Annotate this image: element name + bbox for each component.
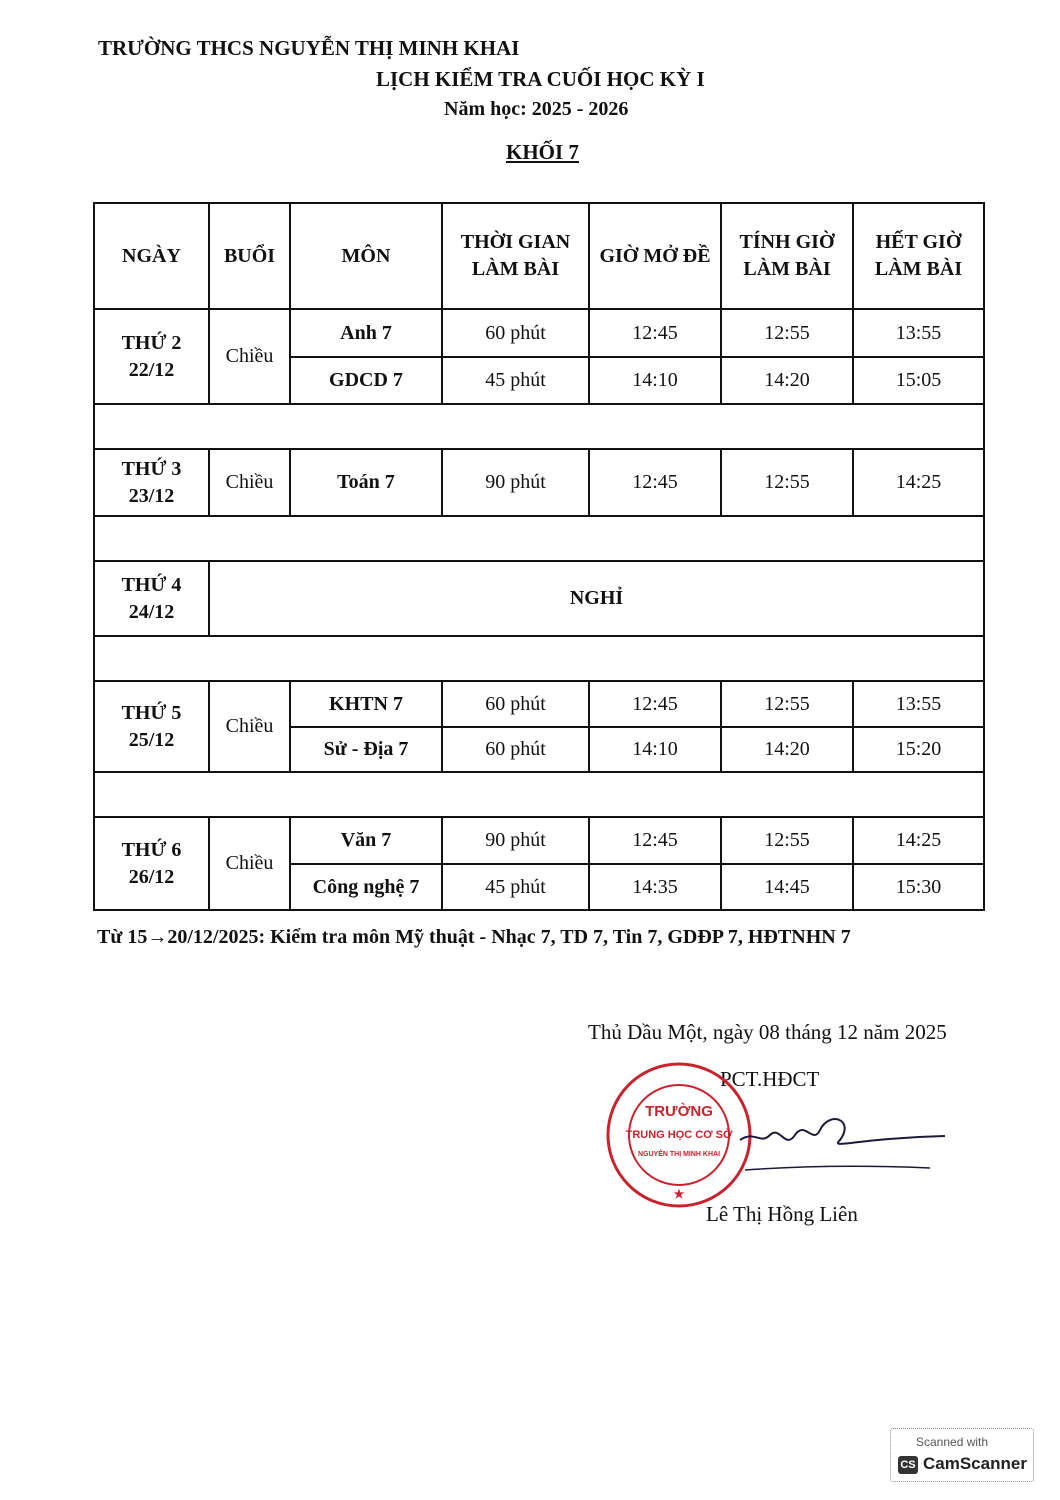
table-row: Sử - Địa 7 60 phút 14:10 14:20 15:20 — [94, 726, 985, 773]
open-time-cell: 14:10 — [588, 726, 722, 773]
day-cell: THỨ 6 26/12 — [93, 816, 210, 911]
end-time-cell: 13:55 — [852, 308, 985, 358]
header-cell: THỜI GIAN LÀM BÀI — [441, 202, 590, 310]
table-row: THỨ 2 22/12 Chiều Anh 7 60 phút 12:45 12:55 13:… — [93, 308, 985, 405]
school-stamp: TRƯỜNG TRUNG HỌC CƠ SỞ NGUYỄN THỊ MINH K… — [606, 1062, 752, 1208]
spacer-row — [93, 635, 985, 682]
open-time-cell: 12:45 — [588, 680, 722, 728]
end-time-cell: 14:25 — [852, 816, 985, 865]
duration-cell: 90 phút — [441, 816, 590, 865]
start-time-cell: 12:55 — [720, 816, 854, 865]
table-row: THỨ 3 23/12 Chiều Toán 7 90 phút 12:45 12:55 14… — [93, 448, 985, 517]
start-time-cell: 14:20 — [720, 726, 854, 773]
duration-cell: 60 phút — [441, 726, 590, 773]
watermark-line1: Scanned with — [916, 1435, 989, 1449]
note: Từ 15→20/12/2025: Kiểm tra môn Mỹ thuật … — [97, 926, 851, 949]
open-time-cell: 14:10 — [588, 356, 722, 405]
subject-cell: Văn 7 — [289, 816, 443, 865]
svg-text:TRUNG HỌC CƠ SỞ: TRUNG HỌC CƠ SỞ — [626, 1128, 733, 1141]
exam-schedule-table: NGÀY BUỔI MÔN THỜI GIAN LÀM BÀI GIỜ MỞ Đ… — [93, 202, 985, 911]
header-cell: GIỜ MỞ ĐỀ — [588, 202, 722, 310]
start-time-cell: 12:55 — [720, 448, 854, 517]
table-row: THỨ 6 26/12 Chiều Văn 7 90 phút 12:45 12:55 14:… — [93, 816, 985, 911]
watermark-line2: CamScanner — [923, 1454, 1027, 1473]
note-text: Từ 15→20/12/2025: Kiểm tra môn Mỹ thuật … — [97, 926, 851, 948]
header-cell: MÔN — [289, 202, 443, 310]
header-cell: HẾT GIỜ LÀM BÀI — [852, 202, 985, 310]
end-time-cell: 14:25 — [852, 448, 985, 517]
signer-role: PCT.HĐCT — [720, 1067, 820, 1091]
day-date: 26/12 — [128, 865, 175, 888]
day-cell: THỨ 4 24/12 — [93, 560, 210, 637]
duration-cell: 45 phút — [441, 356, 590, 405]
session-cell: Chiều — [208, 308, 291, 405]
subject-cell: GDCD 7 — [289, 356, 443, 405]
spacer-cell — [93, 403, 985, 450]
spacer-cell — [93, 515, 985, 562]
duration-cell: 45 phút — [441, 863, 590, 911]
camscanner-logo-icon: CS — [898, 1456, 918, 1474]
subject-cell: KHTN 7 — [289, 680, 443, 728]
session-cell: Chiều — [208, 816, 291, 911]
open-time-cell: 14:35 — [588, 863, 722, 911]
table-row: THỨ 4 24/12 NGHỈ — [93, 560, 985, 637]
grade-label: KHỐI 7 — [506, 140, 579, 164]
end-time-cell: 13:55 — [852, 680, 985, 728]
svg-text:TRƯỜNG: TRƯỜNG — [645, 1102, 713, 1120]
school-year: Năm học: 2025 - 2026 — [444, 98, 629, 120]
signature — [739, 1118, 946, 1171]
spacer-row — [93, 771, 985, 818]
open-time-cell: 12:45 — [588, 816, 722, 865]
day-cell: THỨ 3 23/12 — [93, 448, 210, 517]
spacer-cell — [93, 635, 985, 682]
start-time-cell: 14:45 — [720, 863, 854, 911]
camscanner-watermark: Scanned with CS CamScanner — [890, 1428, 1034, 1482]
day-date: 25/12 — [128, 728, 175, 751]
svg-text:NGUYỄN THỊ MINH KHAI: NGUYỄN THỊ MINH KHAI — [638, 1149, 720, 1158]
subject-cell: Sử - Địa 7 — [289, 726, 443, 773]
start-time-cell: 12:55 — [720, 680, 854, 728]
document-title: LỊCH KIỂM TRA CUỐI HỌC KỲ I — [376, 67, 705, 91]
duration-cell: 60 phút — [441, 680, 590, 728]
place-date: Thủ Dầu Một, ngày 08 tháng 12 năm 2025 — [588, 1020, 947, 1044]
subject-cell: Công nghệ 7 — [289, 863, 443, 911]
end-time-cell: 15:05 — [852, 356, 985, 405]
open-time-cell: 12:45 — [588, 448, 722, 517]
day-name: THỨ 4 — [121, 573, 182, 596]
start-time-cell: 14:20 — [720, 356, 854, 405]
day-off-cell: NGHỈ — [208, 560, 985, 637]
duration-cell: 90 phút — [441, 448, 590, 517]
subject-cell: Anh 7 — [289, 308, 443, 358]
end-time-cell: 15:30 — [852, 863, 985, 911]
table-header-row: NGÀY BUỔI MÔN THỜI GIAN LÀM BÀI GIỜ MỞ Đ… — [93, 202, 985, 310]
end-time-cell: 15:20 — [852, 726, 985, 773]
table-row: GDCD 7 45 phút 14:10 14:20 15:05 — [94, 356, 985, 405]
school-name: TRƯỜNG THCS NGUYỄN THỊ MINH KHAI — [98, 36, 520, 60]
day-name: THỨ 5 — [121, 701, 182, 724]
day-name: THỨ 6 — [121, 838, 182, 861]
svg-text:★: ★ — [674, 1187, 685, 1201]
spacer-row — [93, 515, 985, 562]
session-cell: Chiều — [208, 680, 291, 773]
day-cell: THỨ 5 25/12 — [93, 680, 210, 773]
day-date: 22/12 — [128, 358, 175, 381]
spacer-row — [93, 403, 985, 450]
day-cell: THỨ 2 22/12 — [93, 308, 210, 405]
table-row: THỨ 5 25/12 Chiều KHTN 7 60 phút 12:45 12:55 13… — [93, 680, 985, 773]
signer-name: Lê Thị Hồng Liên — [706, 1202, 858, 1226]
header-cell: BUỔI — [208, 202, 291, 310]
spacer-cell — [93, 771, 985, 818]
table-row: Công nghệ 7 45 phút 14:35 14:45 15:30 — [94, 863, 985, 911]
header-cell: NGÀY — [93, 202, 210, 310]
subject-cell: Toán 7 — [289, 448, 443, 517]
day-name: THỨ 3 — [121, 457, 182, 480]
day-date: 24/12 — [128, 600, 175, 623]
day-date: 23/12 — [128, 484, 175, 507]
duration-cell: 60 phút — [441, 308, 590, 358]
day-name: THỨ 2 — [121, 331, 182, 354]
header-cell: TÍNH GIỜ LÀM BÀI — [720, 202, 854, 310]
start-time-cell: 12:55 — [720, 308, 854, 358]
open-time-cell: 12:45 — [588, 308, 722, 358]
session-cell: Chiều — [208, 448, 291, 517]
